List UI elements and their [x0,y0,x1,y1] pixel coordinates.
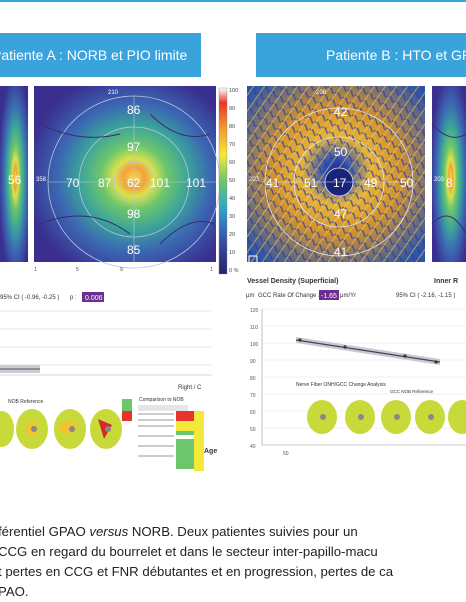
vessel-corner-label: 208 [316,90,327,96]
header-patient-b-label: Patiente B : HTO et GPAO [326,47,466,63]
colorbar-tick: 30 [229,214,235,220]
chart-a-disc-thumbnails [0,409,122,449]
oct-image-row: 56 70 87 62 101 101 97 98 86 85 210 358 … [0,86,466,285]
chart-a-p-label: p : [70,295,77,301]
map-value-temporal-inner: 101 [150,176,170,190]
chart-b-y-tick: 80 [250,376,256,382]
chart-b-ci: 95% CI ( -2.16, -1.15 ) [396,293,455,299]
colorbar-tick: 20 [229,232,235,238]
chart-b-y-tick: 70 [250,393,256,399]
chart-b-x-tick: 50 [283,451,289,457]
chart-a-reference-label: NOB Reference [8,399,44,405]
header-patient-b: Patiente B : HTO et GPAO [256,33,466,77]
right-map-value: 8 [446,176,453,190]
chart-a-compare-title: Comparison to NOB [139,397,184,403]
vessel-value: 49 [364,176,378,190]
colorbar-tick: 60 [229,160,235,166]
caption-line-1: férentiel GPAO versus NORB. Deux patient… [0,522,466,542]
vessel-density-map [247,86,425,262]
chart-b-y-tick: 110 [250,325,258,331]
chart-b-disc-thumbnails [307,400,466,434]
vessel-value: 50 [334,145,348,159]
colorbar-tick: 40 [229,196,235,202]
vessel-value: 42 [334,105,348,119]
chart-a-p-value: 0.006 [85,295,103,302]
caption-line-1-start: férentiel GPAO [0,524,90,539]
chart-a-age-label: Age [204,448,217,455]
map-value-center: 62 [127,176,141,190]
map-value-superior-inner: 97 [127,140,141,154]
axis-tick: 9 [120,267,123,273]
chart-b-analysis-label: Nerve Fiber ONH/GCC Change Analysis [296,382,386,388]
chart-b-y-tick: 50 [250,427,256,433]
vessel-map-title: Vessel Density (Superficial) [247,278,338,285]
top-rule [0,0,466,2]
vessel-value: 41 [266,176,280,190]
chart-b-reference-label: GCC NOB Reference [390,389,434,394]
colorbar-tick: 0 % [229,268,239,274]
chart-a-plot [0,310,212,376]
map-side-label: 358 [36,177,47,183]
chart-b-y-tick: 40 [250,444,256,450]
caption-line-1-end: NORB. Deux patientes suivies pour un [128,524,358,539]
colorbar [218,87,228,275]
chart-a-right-label: Right / C [178,385,202,391]
chart-b-y-tick: 120 [250,308,259,314]
map-value-inferior-outer: 85 [127,243,141,257]
figure-caption: férentiel GPAO versus NORB. Deux patient… [0,522,466,602]
caption-italic-versus: versus [89,524,129,539]
chart-a-comparison-table: Comparison to NOB [122,397,204,471]
vessel-value: 47 [334,207,348,221]
left-partial-map [0,86,28,262]
vessel-value: 51 [304,176,318,190]
map-value-temporal-outer: 101 [186,176,206,190]
header-patient-a: Patiente A : NORB et PIO limite [0,33,201,77]
chart-b-rate-value: -1.65 [321,293,337,300]
colorbar-tick: 50 [229,178,235,184]
axis-tick: 1 [34,267,37,273]
chart-b-title: GCC Rate Of Change : [258,293,320,299]
right-map-title: Inner R [434,278,458,285]
chart-b-y-tick: 60 [250,410,256,416]
colorbar-tick: 100 [229,88,238,94]
chart-b-y-unit: μm [246,293,254,299]
chart-b-y-tick: 90 [250,359,256,365]
scale-marker-icon [248,255,258,264]
caption-line-2: CCG en regard du bourrelet et dans le se… [0,544,378,559]
header-patient-a-label: Patiente A : NORB et PIO limite [0,47,188,63]
colorbar-tick: 80 [229,124,235,130]
map-value-nasal-outer: 70 [66,176,80,190]
left-partial-value: 56 [8,173,22,187]
vessel-value: 41 [334,245,348,259]
thickness-map [34,86,221,269]
chart-b-y-tick: 100 [250,342,259,348]
vessel-value: 17 [333,176,347,190]
caption-line-4: PAO. [0,584,29,599]
colorbar-tick: 10 [229,250,235,256]
vessel-side-label: 203 [249,177,260,183]
vessel-value: 50 [400,176,414,190]
colorbar-tick: 70 [229,142,235,148]
map-value-superior-outer: 86 [127,103,141,117]
colorbar-tick: 90 [229,106,235,112]
right-partial-map [431,86,466,262]
axis-tick: 5 [76,267,79,273]
map-value-inferior-inner: 98 [127,207,141,221]
chart-b-rate-badge [319,290,339,300]
map-value-nasal-inner: 87 [98,176,112,190]
chart-a-p-badge [82,292,104,302]
chart-b-plot [261,308,466,446]
progression-analysis: 95% CI ( -0.96, -0.25 ) p : 0.006 Right … [0,290,466,471]
chart-a-ci: 95% CI ( -0.96, -0.25 ) [0,295,59,301]
axis-tick: 1 [210,267,213,273]
caption-line-3: t pertes en CCG et FNR débutantes et en … [0,564,394,579]
map-corner-label: 210 [108,90,119,96]
chart-b-rate-unit: μm/Yr [340,293,356,299]
right-map-side-label: 203 [434,177,445,183]
